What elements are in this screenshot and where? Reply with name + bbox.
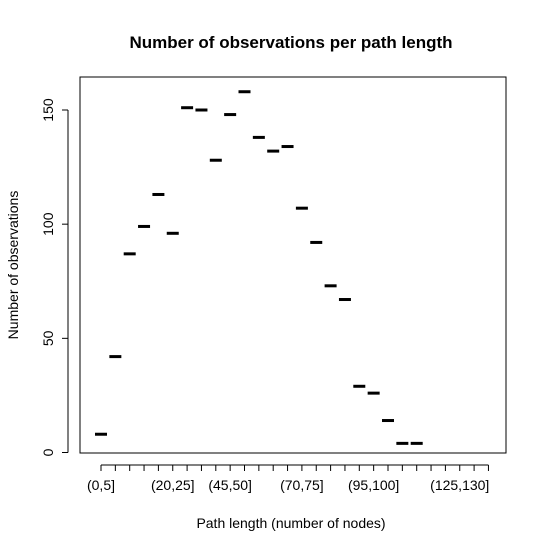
x-tick-label: (45,50] bbox=[208, 477, 252, 493]
x-tick-label: (70,75] bbox=[280, 477, 324, 493]
chart-title: Number of observations per path length bbox=[129, 33, 452, 52]
x-axis-label: Path length (number of nodes) bbox=[196, 515, 385, 531]
x-axis: (0,5] (20,25] (45,50] (70,75] (95,100] (125,1… bbox=[87, 464, 489, 493]
x-tick-label: (95,100] bbox=[348, 477, 399, 493]
y-tick-label: 100 bbox=[40, 212, 56, 236]
y-axis: 0 50 100 150 bbox=[40, 98, 69, 456]
y-axis-label: Number of observations bbox=[5, 191, 21, 340]
data-marks bbox=[95, 90, 423, 445]
x-tick-label: (0,5] bbox=[87, 477, 115, 493]
y-tick-label: 150 bbox=[40, 98, 56, 122]
y-tick-label: 0 bbox=[40, 448, 56, 456]
x-tick-label: (125,130] bbox=[430, 477, 489, 493]
y-tick-label: 50 bbox=[40, 330, 56, 346]
plot-frame bbox=[79, 76, 507, 454]
x-tick-label: (20,25] bbox=[151, 477, 195, 493]
